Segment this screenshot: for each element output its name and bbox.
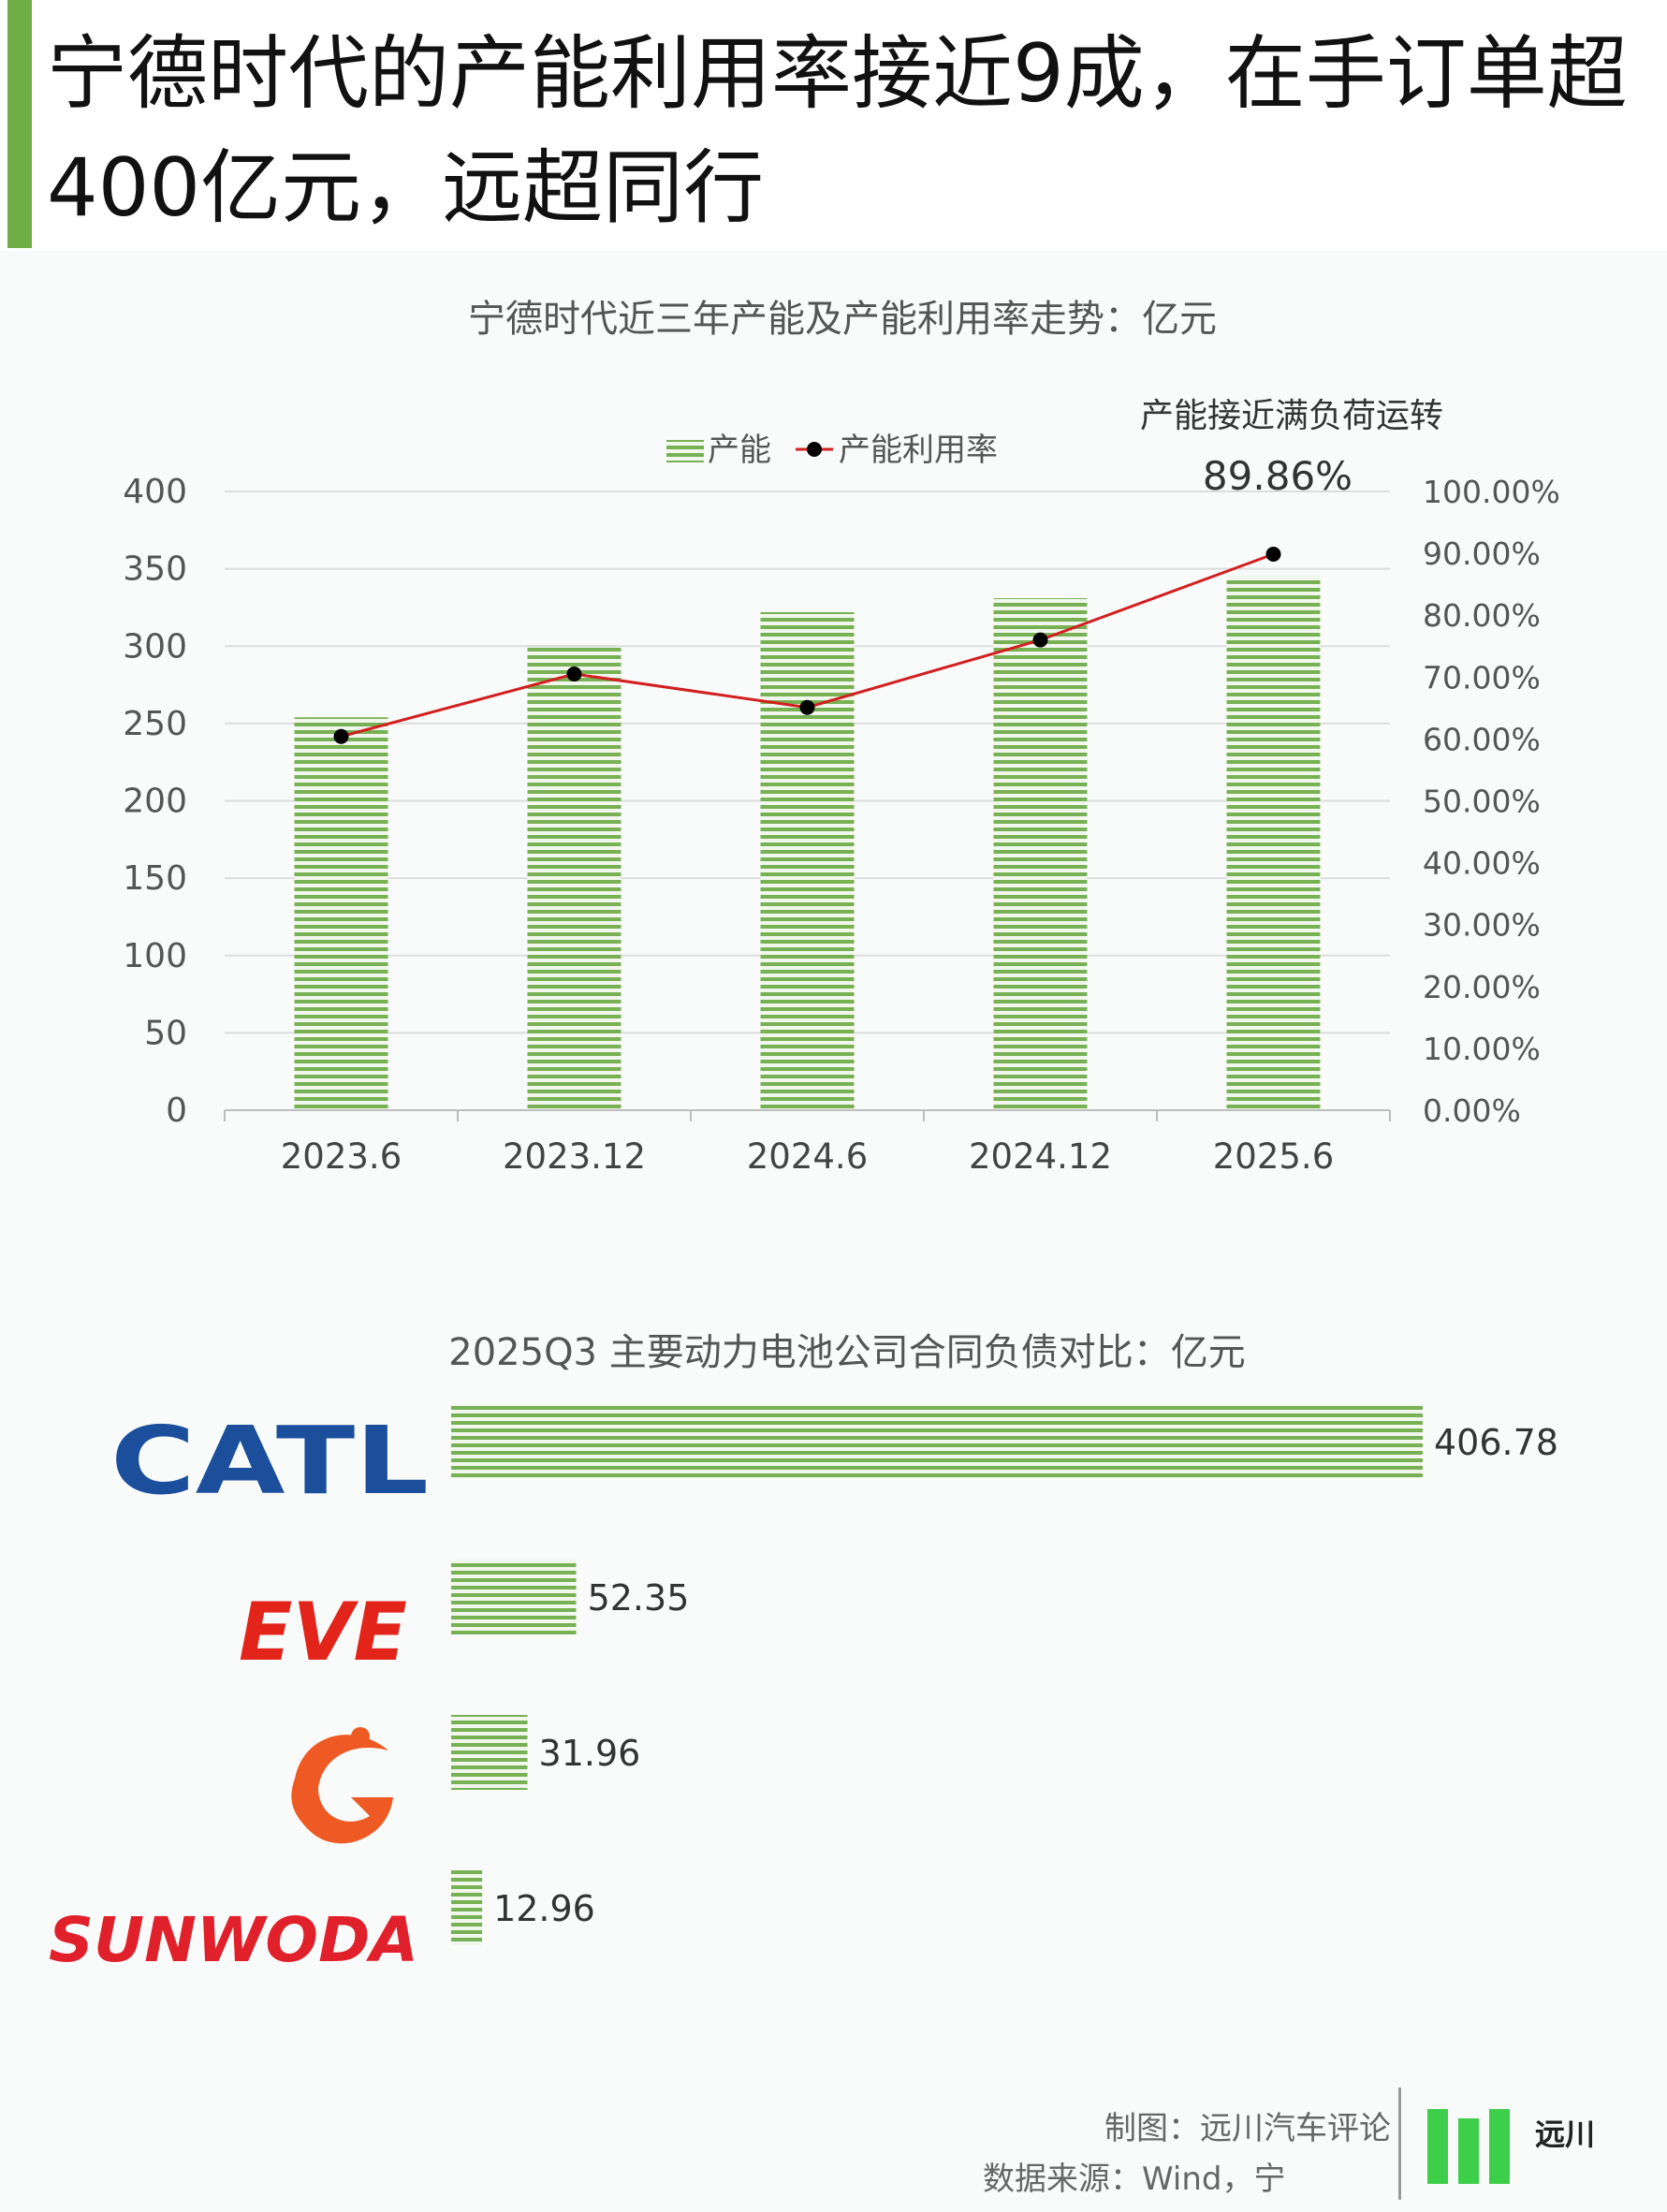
legend-bar-swatch bbox=[666, 440, 704, 462]
y-right-tick-label: 80.00% bbox=[1423, 597, 1541, 634]
accent-bar bbox=[7, 0, 32, 248]
capacity-bar bbox=[760, 611, 855, 1110]
utilization-point bbox=[1032, 632, 1048, 648]
gotion-logo-icon bbox=[291, 1727, 393, 1844]
brand-logo-icon bbox=[1427, 2109, 1510, 2184]
contract-liability-chart: 2025Q3 主要动力电池公司合同负债对比：亿元 CATL EVE SUNWOD… bbox=[49, 1331, 1558, 1976]
headline: 宁德时代的产能利用率接近9成，在手订单超400亿元，远超同行 bbox=[47, 27, 1628, 235]
chart-panel bbox=[0, 251, 1667, 2212]
chart1-title: 宁德时代近三年产能及产能利用率走势：亿元 bbox=[468, 298, 1217, 341]
y-right-tick-label: 100.00% bbox=[1423, 474, 1560, 510]
y-right-tick-label: 30.00% bbox=[1423, 907, 1541, 944]
liability-value-label: 406.78 bbox=[1434, 1422, 1558, 1463]
sunwoda-logo: SUNWODA bbox=[49, 1904, 418, 1976]
liability-value-label: 31.96 bbox=[539, 1733, 641, 1774]
x-tick-label: 2024.12 bbox=[969, 1136, 1112, 1177]
utilization-point bbox=[566, 666, 582, 681]
y-left-tick-label: 400 bbox=[123, 473, 187, 511]
x-tick-label: 2024.6 bbox=[747, 1136, 868, 1177]
liability-bar bbox=[451, 1870, 483, 1945]
y-left-tick-label: 150 bbox=[123, 859, 187, 898]
chart1-legend: 产能 产能利用率 bbox=[666, 432, 998, 469]
footer-source: 数据来源：Wind，宁 bbox=[983, 2161, 1286, 2198]
y-right-tick-label: 90.00% bbox=[1423, 535, 1541, 572]
x-tick-label: 2023.12 bbox=[503, 1136, 646, 1177]
annotation-text: 产能接近满负荷运转 bbox=[1140, 397, 1443, 435]
liability-value-label: 12.96 bbox=[493, 1888, 595, 1929]
y-left-tick-label: 350 bbox=[123, 550, 187, 589]
brand-name: 远川 bbox=[1535, 2117, 1596, 2152]
y-left-tick-label: 100 bbox=[123, 937, 187, 975]
legend-line-label: 产能利用率 bbox=[839, 432, 998, 469]
capacity-bar bbox=[294, 717, 388, 1110]
legend-bar-label: 产能 bbox=[708, 432, 771, 469]
liability-bar bbox=[451, 1404, 1423, 1479]
y-right-tick-label: 60.00% bbox=[1423, 721, 1541, 757]
eve-logo: EVE bbox=[239, 1586, 407, 1679]
x-tick-label: 2023.6 bbox=[281, 1136, 402, 1177]
liability-value-label: 52.35 bbox=[588, 1577, 690, 1619]
y-left-tick-label: 300 bbox=[123, 627, 187, 666]
y-left-tick-label: 50 bbox=[144, 1014, 187, 1052]
y-right-tick-label: 70.00% bbox=[1423, 659, 1541, 696]
x-tick-label: 2025.6 bbox=[1213, 1136, 1334, 1177]
utilization-point bbox=[1265, 547, 1281, 563]
utilization-point bbox=[333, 728, 349, 744]
footer-divider bbox=[1398, 2087, 1401, 2200]
utilization-point bbox=[799, 699, 815, 715]
y-left-tick-label: 200 bbox=[123, 783, 187, 821]
liability-bar bbox=[451, 1560, 577, 1634]
y-right-tick-label: 10.00% bbox=[1423, 1031, 1541, 1067]
chart2-title: 2025Q3 主要动力电池公司合同负债对比：亿元 bbox=[448, 1331, 1245, 1374]
y-right-tick-label: 20.00% bbox=[1423, 969, 1541, 1005]
liability-bar bbox=[451, 1715, 528, 1790]
y-left-tick-label: 250 bbox=[123, 705, 187, 743]
y-right-tick-label: 50.00% bbox=[1423, 784, 1541, 820]
y-right-tick-label: 40.00% bbox=[1423, 845, 1541, 882]
capacity-bar bbox=[993, 598, 1088, 1110]
capacity-bar bbox=[1226, 576, 1321, 1110]
capacity-bar bbox=[527, 647, 621, 1110]
y-left-tick-label: 0 bbox=[166, 1091, 187, 1130]
capacity-chart: 宁德时代近三年产能及产能利用率走势：亿元 产能 产能利用率 产能接近满负荷运转 … bbox=[123, 298, 1560, 1177]
y-right-tick-label: 0.00% bbox=[1423, 1092, 1521, 1129]
catl-logo: CATL bbox=[110, 1406, 429, 1516]
legend-line-marker bbox=[807, 442, 822, 457]
footer-credit: 制图：远川汽车评论 bbox=[1104, 2110, 1391, 2147]
